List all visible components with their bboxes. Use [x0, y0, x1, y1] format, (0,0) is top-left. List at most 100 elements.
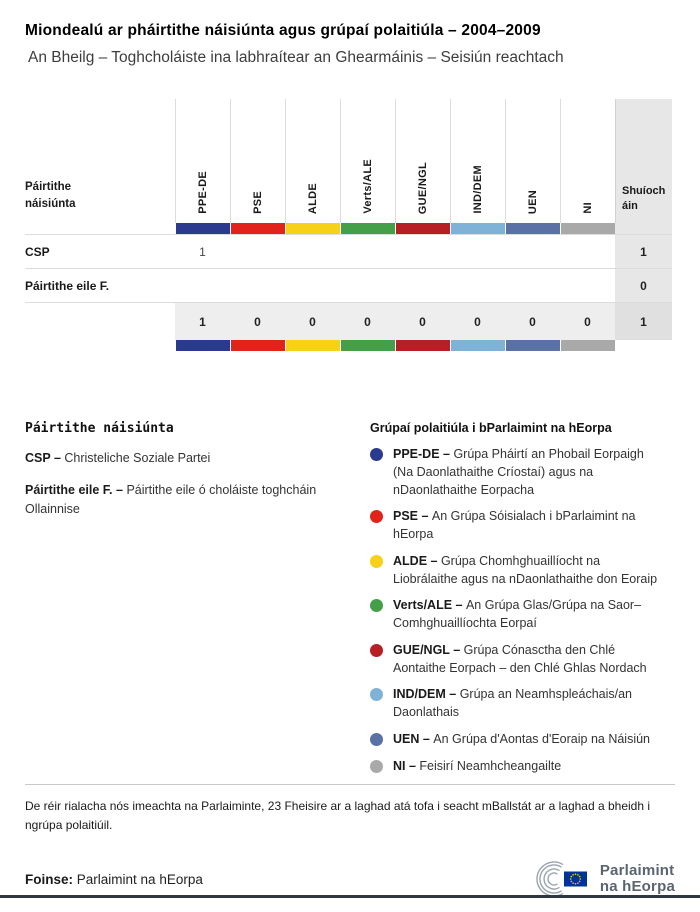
political-group-item: GUE/NGL – Grúpa Cónasctha den Chlé Aonta…: [370, 642, 675, 678]
political-groups-list: PPE-DE – Grúpa Pháirtí an Phobail Eorpai…: [370, 446, 675, 775]
bar-row-spacer: [25, 340, 175, 351]
totals-value-cell: 0: [340, 302, 395, 340]
legend-color-dot: [370, 732, 383, 746]
seat-value-cell: [175, 268, 230, 302]
totals-row-label: [25, 302, 175, 340]
column-header-alde: ALDE: [285, 99, 340, 223]
legend-item-text: UEN – An Grúpa d'Aontas d'Eoraip na Náis…: [393, 731, 651, 746]
legend-color-dot: [370, 688, 383, 702]
color-bar-ppe-de: [175, 340, 230, 351]
legend-color-dot: [370, 448, 383, 461]
legend-color-dot: [370, 599, 383, 613]
column-header-label: GUE/NGL: [417, 161, 429, 214]
page-subtitle: An Bheilg – Toghcholáiste ina labhraítea…: [28, 49, 564, 66]
seat-value-cell: [230, 234, 285, 268]
row-header-label: Páirtithe náisiúnta: [25, 180, 76, 210]
color-bar-verts-ale: [340, 223, 395, 234]
legend-color-dot: [370, 554, 383, 568]
totals-value-cell: 0: [395, 302, 450, 340]
totals-value-cell: 0: [560, 302, 615, 340]
column-header-label: PPE-DE: [197, 171, 209, 214]
legend-item-text: NI – Feisirí Neamhcheangailte: [393, 758, 562, 773]
seat-value-cell: [285, 268, 340, 302]
seat-value-cell: [395, 234, 450, 268]
seat-value-cell: [505, 234, 560, 268]
legend-section: Páirtithe náisiúnta CSP – Christeliche S…: [25, 421, 675, 784]
column-header-seats: Shuíocháin: [615, 99, 672, 223]
color-bar-pse: [230, 340, 285, 351]
color-bar-alde: [285, 223, 340, 234]
color-bar-gue-ngl: [395, 340, 450, 351]
column-header-ppe-de: PPE-DE: [175, 99, 230, 223]
bar-row-seats-spacer-bottom: [615, 340, 672, 351]
footnote-divider: [25, 784, 675, 786]
legend-political-groups: Grúpaí polaitiúla i bParlaimint na hEorp…: [370, 421, 675, 784]
political-group-item: PSE – An Grúpa Sóisialach i bParlaimint …: [370, 508, 675, 544]
totals-value-cell: 0: [450, 302, 505, 340]
seats-by-group-table: Páirtithe náisiúnta PPE-DE PSE ALDE Verts/AL…: [25, 99, 675, 351]
political-group-item: PPE-DE – Grúpa Pháirtí an Phobail Eorpai…: [370, 446, 675, 499]
logo-wordmark-line1: Parlaimint: [599, 861, 675, 879]
column-header-label: Verts/ALE: [362, 159, 374, 214]
legend-color-dot: [370, 510, 383, 524]
political-group-item: ALDE – Grúpa Chomhghuaillíocht na Liobrá…: [370, 553, 675, 589]
page-title: Miondealú ar pháirtithe náisiúnta agus g…: [25, 22, 541, 39]
page-bottom: De réir rialacha nós imeachta na Parlaim…: [25, 784, 675, 912]
national-party-item: Páirtithe eile F. – Páirtithe eile ó cho…: [25, 482, 317, 516]
legend-political-groups-title: Grúpaí polaitiúla i bParlaimint na hEorp…: [370, 421, 612, 435]
seats-total-cell: 0: [615, 268, 672, 302]
seat-value-cell: [560, 268, 615, 302]
totals-value-cell: 0: [230, 302, 285, 340]
political-group-item: NI – Feisirí Neamhcheangailte: [370, 758, 675, 776]
color-bar-pse: [230, 223, 285, 234]
political-group-item: Verts/ALE – An Grúpa Glas/Grúpa na Saor–…: [370, 597, 675, 633]
footnote-text: De réir rialacha nós imeachta na Parlaim…: [25, 799, 651, 832]
color-bar-ni: [560, 223, 615, 234]
bar-row-spacer: [25, 223, 175, 234]
column-header-pse: PSE: [230, 99, 285, 223]
logo-wordmark-line2: na hEorpa: [599, 878, 675, 896]
legend-color-dot: [370, 643, 383, 657]
legend-item-text: ALDE – Grúpa Chomhghuaillíocht na Liobrá…: [393, 553, 658, 586]
national-party-item: CSP – Christeliche Soziale Partei: [25, 451, 211, 465]
totals-value-cell: 1: [175, 302, 230, 340]
source-line: Foinse: Parlaimint na hEorpa: [25, 872, 203, 887]
political-group-item: UEN – An Grúpa d'Aontas d'Eoraip na Náis…: [370, 731, 675, 749]
legend-item-text: PPE-DE – Grúpa Pháirtí an Phobail Eorpai…: [393, 447, 644, 497]
source-value: Parlaimint na hEorpa: [76, 871, 203, 887]
national-parties-list: CSP – Christeliche Soziale Partei Páirtit…: [25, 449, 358, 518]
legend-national-parties: Páirtithe náisiúnta CSP – Christeliche S…: [25, 421, 370, 784]
color-bar-verts-ale: [340, 340, 395, 351]
seat-value-cell: [450, 234, 505, 268]
column-header-ni: NI: [560, 99, 615, 223]
table-row-header: Páirtithe náisiúnta: [25, 99, 175, 223]
column-header-uen: UEN: [505, 99, 560, 223]
totals-value-cell: 0: [505, 302, 560, 340]
color-bar-alde: [285, 340, 340, 351]
totals-seats-cell: 1: [615, 302, 672, 340]
seat-value-cell: [505, 268, 560, 302]
seat-value-cell: [285, 234, 340, 268]
legend-item-text: GUE/NGL – Grúpa Cónasctha den Chlé Aonta…: [393, 642, 647, 675]
party-row-label: CSP: [25, 234, 175, 268]
bar-row-seats-spacer: [615, 223, 672, 234]
legend-color-dot: [370, 759, 383, 773]
eu-flag-icon: [563, 871, 587, 887]
seat-value-cell: [395, 268, 450, 302]
color-bar-uen: [505, 340, 560, 351]
legend-item-text: PSE – An Grúpa Sóisialach i bParlaimint …: [393, 509, 636, 541]
color-bar-uen: [505, 223, 560, 234]
column-header-gue-ngl: GUE/NGL: [395, 99, 450, 223]
color-bar-gue-ngl: [395, 223, 450, 234]
column-header-verts-ale: Verts/ALE: [340, 99, 395, 223]
color-bar-ind-dem: [450, 223, 505, 234]
parliament-hemicycle-icon: [536, 861, 587, 898]
column-header-label: UEN: [527, 189, 539, 214]
political-group-item: IND/DEM – Grúpa an Neamhspleáchais/an Da…: [370, 686, 675, 722]
seat-value-cell: [230, 268, 285, 302]
totals-value-cell: 0: [285, 302, 340, 340]
seats-total-cell: 1: [615, 234, 672, 268]
color-bar-ind-dem: [450, 340, 505, 351]
legend-item-text: IND/DEM – Grúpa an Neamhspleáchais/an Da…: [393, 687, 633, 719]
